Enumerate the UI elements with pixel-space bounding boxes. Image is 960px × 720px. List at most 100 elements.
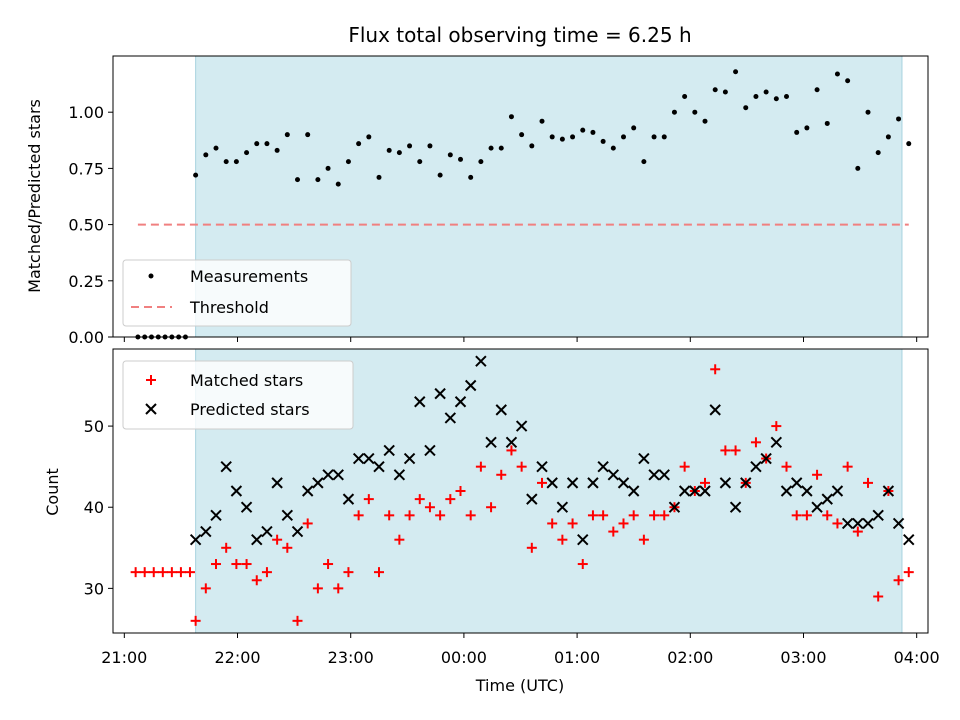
measurement-point [386, 147, 392, 153]
measurement-point [458, 156, 464, 162]
matched-point [312, 583, 323, 594]
matched-point [679, 461, 690, 472]
measurement-point [855, 165, 861, 171]
measurement-point [315, 177, 321, 183]
measurement-point [773, 96, 779, 102]
predicted-point [210, 509, 222, 522]
matched-point [516, 461, 527, 472]
x-axis-label: Time (UTC) [475, 676, 564, 695]
predicted-legend-glyph [145, 403, 157, 415]
measurement-point [804, 125, 810, 131]
predicted-point [200, 525, 212, 538]
measurement-point [875, 150, 881, 156]
predicted-point [841, 517, 854, 530]
matched-point [638, 534, 649, 545]
predicted-point [312, 477, 324, 489]
measurement-point [763, 89, 769, 95]
predicted-point [271, 477, 283, 489]
matched-point [608, 526, 619, 537]
measurement-point [590, 129, 596, 135]
measurement-point [621, 134, 627, 140]
predicted-point [597, 460, 609, 473]
measurement-point [488, 145, 494, 151]
matched-point [465, 510, 476, 521]
measurement-point [213, 145, 219, 151]
measurement-point [896, 116, 902, 122]
matched-point [241, 559, 252, 570]
top-y-tick-label: 1.00 [68, 103, 104, 122]
x-tick-label: 00:00 [441, 648, 487, 667]
measurement-point [356, 141, 362, 147]
measurement-point [570, 134, 576, 140]
matched-point [506, 445, 517, 456]
measurement-point [437, 172, 443, 178]
top-legend: Measurements Threshold [122, 259, 352, 327]
matched-point [863, 477, 874, 488]
x-tick-label: 03:00 [780, 648, 826, 667]
matched-point [567, 518, 578, 529]
measurement-point [702, 118, 708, 124]
measurement-point [784, 93, 790, 99]
predicted-point [821, 493, 833, 505]
predicted-point [464, 379, 477, 392]
predicted-point [750, 460, 762, 473]
predicted-point [251, 533, 263, 546]
predicted-legend-label: Predicted stars [190, 400, 310, 419]
predicted-point [648, 469, 660, 481]
predicted-point [699, 485, 711, 497]
predicted-point [882, 485, 895, 497]
predicted-point [281, 509, 294, 522]
predicted-point [414, 396, 426, 408]
matched-point [730, 445, 741, 456]
matched-point [832, 518, 843, 529]
measurement-point [519, 132, 525, 138]
bottom-legend: Matched stars Predicted stars [122, 360, 354, 430]
predicted-point [403, 452, 416, 465]
predicted-point [852, 517, 864, 530]
matched-point [577, 559, 588, 570]
predicted-point [434, 387, 446, 400]
measurement-point [233, 159, 239, 165]
x-tick-label: 01:00 [554, 648, 600, 667]
predicted-point [301, 485, 314, 497]
predicted-point [780, 485, 793, 497]
predicted-point [770, 436, 783, 449]
measurements-legend-label: Measurements [190, 267, 308, 286]
predicted-point [495, 404, 507, 416]
top-panel: 0.00 0.25 0.50 0.75 1.00 Matched/Predicted s… [25, 55, 929, 347]
matched-point [659, 510, 670, 521]
measurement-point [600, 138, 606, 144]
predicted-point [668, 501, 681, 513]
matched-point [384, 510, 395, 521]
matched-point [282, 542, 293, 553]
matched-point [374, 567, 385, 578]
top-y-tick-label: 0.25 [68, 272, 104, 291]
measurement-point [814, 87, 820, 93]
matched-point [649, 510, 660, 521]
matched-point [200, 583, 211, 594]
measurement-point [447, 152, 453, 158]
matched-point [812, 469, 823, 480]
measurement-point [794, 129, 800, 135]
measurement-point [264, 141, 270, 147]
measurement-point [417, 159, 423, 165]
measurement-point [203, 152, 209, 158]
measurement-point [885, 134, 891, 140]
bottom-y-tick-label: 50 [84, 417, 104, 436]
measurement-point [345, 159, 351, 165]
predicted-point [230, 485, 243, 497]
predicted-point [862, 517, 874, 530]
predicted-point [444, 412, 457, 424]
matched-point [801, 510, 812, 521]
predicted-point [526, 493, 538, 505]
matched-point [526, 542, 537, 553]
predicted-point [729, 501, 742, 513]
predicted-point [342, 493, 355, 505]
predicted-point [678, 485, 691, 497]
matched-point [190, 615, 201, 626]
predicted-point [515, 420, 528, 432]
matched-point [323, 559, 334, 570]
matched-point [363, 494, 374, 505]
measurement-point [610, 145, 616, 151]
